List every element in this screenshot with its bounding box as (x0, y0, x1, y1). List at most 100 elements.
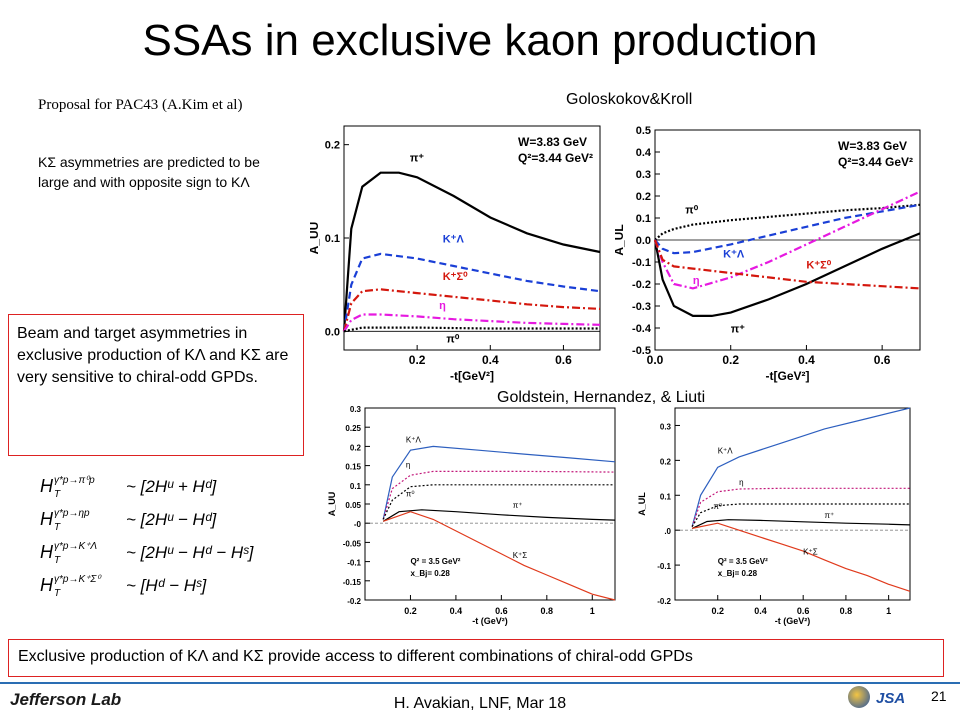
equation-subscript: T (54, 588, 61, 599)
y-axis-label: A_UU (327, 492, 337, 517)
x-axis-label: -t (GeV²) (472, 616, 508, 626)
y-tick-label: -0.1 (632, 257, 651, 269)
chart-annotation: x_Bj= 0.28 (410, 569, 450, 578)
series-label: π⁺ (731, 323, 745, 335)
x-tick-label: 0.4 (482, 353, 499, 367)
series-label: K⁺Σ⁰ (806, 260, 831, 272)
series-line (653, 190, 921, 290)
ksigma-note: KΣ asymmetries are predicted to be large… (38, 154, 260, 190)
y-tick-label: -0.4 (632, 323, 652, 335)
chart-auu-ghl: 0.3 0.25 0.2 0.15 0.1 0.05 -0 -0.05 -0.1 -0.15 -0.… (327, 405, 616, 626)
equation-superscript: γ*p→ηp (54, 508, 90, 519)
chart-annotation: Q²=3.44 GeV² (518, 151, 593, 165)
series-line (342, 171, 601, 332)
series-line (654, 203, 921, 255)
chart-annotation: Q² = 3.5 GeV² (410, 557, 460, 566)
y-tick-label: 0.0 (636, 235, 651, 247)
y-tick-label: 0.2 (636, 191, 651, 203)
footer-author: H. Avakian, LNF, Mar 18 (393, 695, 567, 712)
equation-superscript: γ*p→π⁰p (54, 475, 95, 486)
y-tick-label: -0.5 (632, 345, 651, 357)
x-tick-label: 0.2 (711, 606, 724, 616)
series-label: π⁺ (410, 152, 424, 164)
equation-lhs: H (40, 476, 54, 496)
footer-rule (0, 682, 960, 684)
y-tick-label: -0.3 (632, 301, 651, 313)
series-line (691, 407, 911, 527)
x-axis-label: -t (GeV²) (775, 616, 811, 626)
goloskokov-kroll-label: Goloskokov&Kroll (566, 91, 693, 108)
series-label: π⁰ (406, 489, 415, 498)
series-label: K⁺Σ⁰ (443, 271, 468, 283)
y-tick-label: -0.1 (657, 562, 671, 571)
series-line (691, 503, 910, 528)
equation-superscript: γ*p→K⁺Λ (54, 541, 97, 552)
y-tick-label: 0.1 (636, 213, 651, 225)
y-tick-label: 0.05 (345, 501, 361, 510)
x-tick-label: 0.6 (874, 353, 891, 367)
x-tick-label: 0.6 (555, 353, 572, 367)
chart-annotation: W=3.83 GeV (518, 135, 587, 149)
y-tick-label: -0.1 (347, 559, 361, 568)
y-tick-label: -0.05 (343, 539, 362, 548)
series-label: π⁺ (825, 511, 835, 520)
y-tick-label: .0 (664, 527, 671, 536)
y-tick-label: -0.15 (343, 578, 362, 587)
series-line (382, 484, 615, 520)
x-tick-label: 0.6 (495, 606, 508, 616)
y-tick-label: 0.15 (345, 463, 361, 472)
x-axis-label: -t[GeV²] (766, 369, 810, 383)
series-line (343, 326, 600, 333)
series-line (382, 509, 616, 522)
y-axis-label: A_UU (310, 222, 321, 255)
y-tick-label: 0.2 (660, 457, 672, 466)
x-tick-label: 0.2 (404, 606, 417, 616)
y-tick-label: 0.4 (636, 147, 652, 159)
x-tick-label: 1 (590, 606, 595, 616)
series-line (691, 487, 910, 527)
equation-subscript: T (54, 555, 61, 566)
jefferson-lab-logo: Jefferson Lab (10, 690, 122, 709)
series-label: K⁺Σ (513, 551, 528, 560)
series-label: K⁺Λ (406, 436, 422, 445)
series-line (342, 252, 601, 332)
equation-rhs: ~ [2Hᵘ − Hᵈ − Hˢ] (126, 543, 255, 562)
series-line (342, 288, 601, 332)
beam-target-box: Beam and target asymmetries in exclusive… (8, 314, 304, 456)
y-tick-label: -0.2 (347, 597, 361, 606)
x-tick-label: 0.4 (798, 353, 815, 367)
series-line (654, 203, 921, 241)
equation-superscript: γ*p→K⁺Σ⁰ (54, 574, 102, 585)
proposal-citation: Proposal for PAC43 (A.Kim et al) (38, 97, 243, 113)
series-label: π⁺ (513, 501, 523, 510)
series-label: η (406, 461, 410, 470)
x-tick-label: 1 (886, 606, 891, 616)
plot-frame (674, 407, 911, 601)
equation-subscript: T (54, 522, 61, 533)
summary-box: Exclusive production of KΛ and KΣ provid… (8, 639, 944, 677)
slide-title: SSAs in exclusive kaon production (142, 16, 818, 65)
x-tick-label: 0.8 (541, 606, 554, 616)
x-tick-label: 0.4 (450, 606, 463, 616)
y-tick-label: -0 (354, 520, 362, 529)
chart-aul-ghl: 0.3 0.2 0.1 .0 -0.1 -0.2 0.2 0.4 0.6 0.8 1 -t (GeV²… (637, 407, 911, 626)
x-axis-label: -t[GeV²] (450, 369, 494, 383)
series-label: π⁰ (713, 502, 722, 511)
equation-subscript: T (54, 489, 61, 500)
series-line (691, 519, 911, 529)
ghl-label: Goldstein, Hernandez, & Liuti (497, 389, 706, 406)
y-tick-label: 0.3 (350, 405, 362, 414)
equation-rhs: ~ [2Hᵘ + Hᵈ] (126, 477, 218, 496)
series-line (343, 313, 601, 332)
jsa-logo: JSA (876, 690, 906, 707)
chart-annotation: x_Bj= 0.28 (718, 569, 758, 578)
series-line (691, 522, 911, 592)
lab-seal-icon (848, 686, 870, 708)
equation-lhs: H (40, 542, 54, 562)
y-axis-label: A_UL (615, 224, 626, 255)
x-tick-label: 0.8 (840, 606, 853, 616)
series-label: π⁰ (446, 334, 459, 346)
